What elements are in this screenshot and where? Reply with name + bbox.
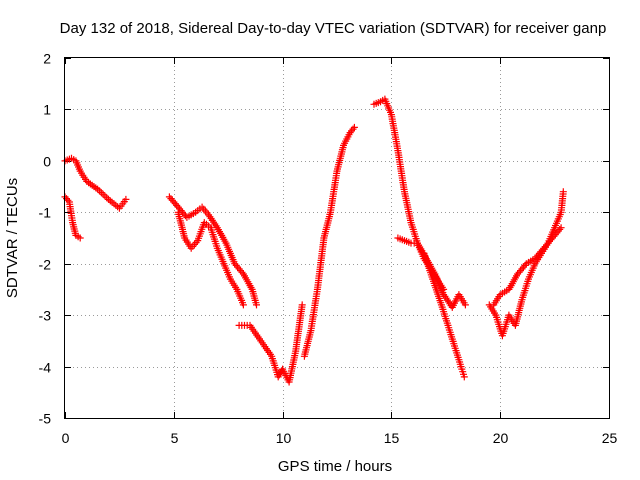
y-tick-label: -2 xyxy=(39,257,52,273)
data-points xyxy=(61,95,567,386)
y-tick-label: -3 xyxy=(39,308,52,324)
data-point xyxy=(239,301,247,309)
tick-labels: 0 5 10 15 20 25 -5 -4 -3 -2 -1 0 1 2 xyxy=(39,51,618,447)
data-point xyxy=(521,261,529,269)
y-tick-label: -4 xyxy=(39,360,52,376)
y-tick-label: 1 xyxy=(43,102,51,118)
x-tick-label: 0 xyxy=(62,430,70,446)
data-point xyxy=(168,196,176,204)
data-point xyxy=(64,196,72,204)
x-tick-label: 25 xyxy=(602,430,618,446)
data-point xyxy=(298,301,306,309)
data-point xyxy=(122,195,130,203)
data-point xyxy=(559,188,567,196)
data-point xyxy=(461,301,469,309)
y-tick-label: -1 xyxy=(39,205,52,221)
y-tick-label: -5 xyxy=(39,411,52,427)
plot-frame xyxy=(64,57,610,419)
data-point xyxy=(238,268,246,276)
x-tick-label: 20 xyxy=(493,430,509,446)
y-axis-title: SDTVAR / TECUs xyxy=(4,178,21,298)
x-tick-label: 10 xyxy=(276,430,292,446)
data-point xyxy=(557,224,565,232)
x-axis-title: GPS time / hours xyxy=(278,458,392,475)
data-point xyxy=(556,225,564,233)
y-tick-label: 0 xyxy=(43,154,51,170)
data-point xyxy=(76,234,84,242)
x-tick-label: 5 xyxy=(171,430,179,446)
x-tick-label: 15 xyxy=(384,430,400,446)
chart-title: Day 132 of 2018, Sidereal Day-to-day VTE… xyxy=(60,20,607,37)
data-point xyxy=(350,123,358,131)
y-tick-label: 2 xyxy=(43,51,51,67)
data-point xyxy=(349,125,357,133)
data-point xyxy=(253,301,260,309)
data-point xyxy=(460,373,468,381)
